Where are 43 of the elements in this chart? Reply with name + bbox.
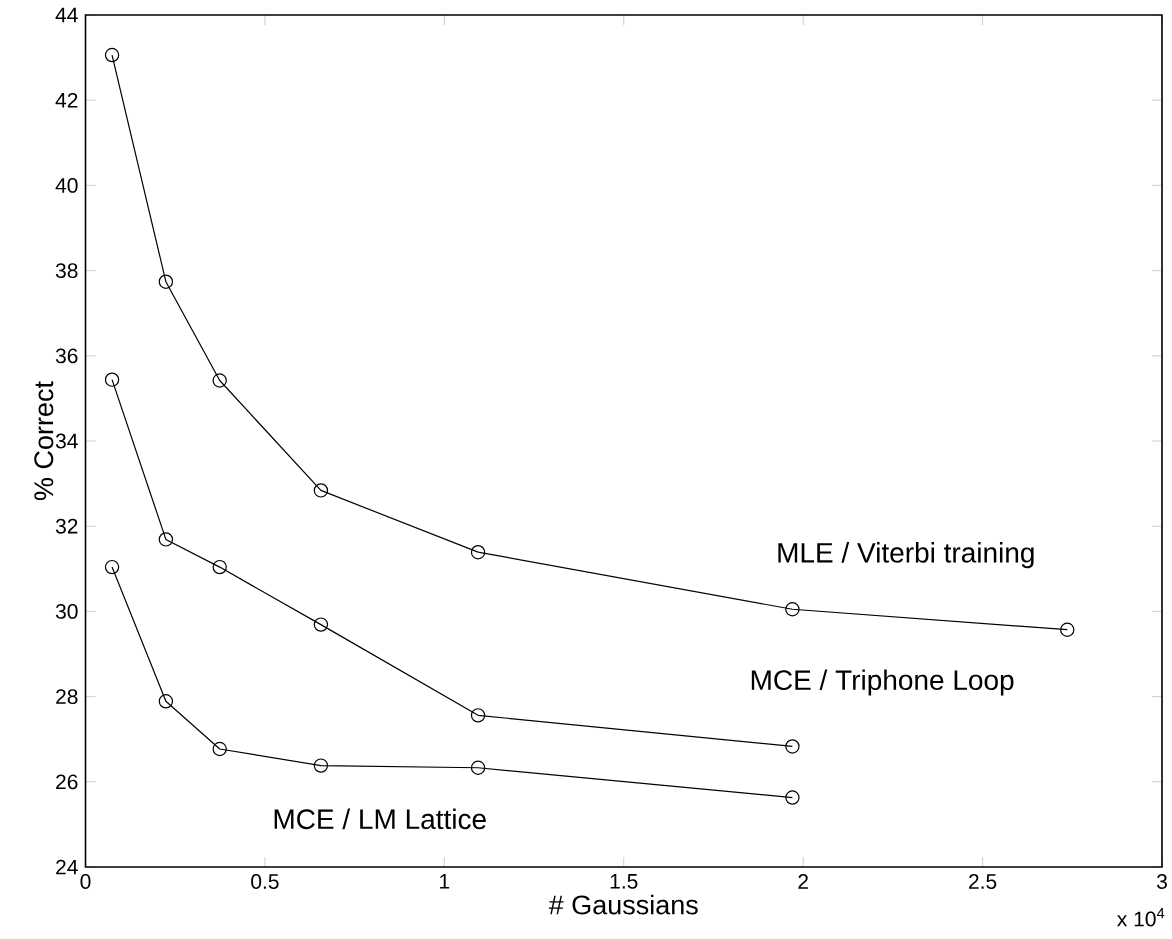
x-tick-label: 1 — [440, 874, 450, 889]
y-tick-label: 36 — [55, 348, 78, 364]
series-label: MLE / Viterbi training — [778, 542, 1034, 569]
point — [1060, 622, 1075, 637]
point — [785, 739, 800, 754]
point — [104, 372, 120, 387]
point — [212, 373, 227, 388]
y-tick-label: 30 — [55, 603, 78, 619]
x-axis-title: # Gaussians — [548, 894, 698, 915]
point — [158, 274, 174, 289]
point — [470, 544, 486, 560]
point — [785, 790, 800, 805]
y-tick-label: 24 — [56, 859, 78, 875]
point — [313, 617, 329, 632]
x-tick-label: 1.5 — [610, 874, 638, 889]
x-tick-label: 2.5 — [969, 874, 997, 889]
y-tick-label: 26 — [56, 774, 78, 790]
point — [470, 760, 486, 775]
point — [104, 559, 120, 575]
y-tick-label: 32 — [55, 518, 78, 534]
y-axis-title: % Correct — [34, 381, 54, 501]
y-tick-label: 28 — [56, 689, 78, 705]
x-tick-label: 2 — [798, 874, 808, 889]
series-label: MCE / LM Lattice — [274, 808, 486, 830]
y-tick-label: 38 — [55, 263, 78, 279]
y-tick-label: 42 — [55, 92, 78, 108]
point — [313, 758, 329, 773]
point — [158, 694, 174, 709]
point — [212, 741, 227, 757]
point — [158, 532, 174, 547]
x-tick-label: 0.5 — [251, 874, 279, 889]
x-tick-label: 3 — [1156, 874, 1167, 889]
text: x 10$^{4}$ — [1117, 908, 1165, 927]
point — [785, 602, 800, 617]
y-tick-label: 34 — [55, 433, 78, 449]
point — [470, 708, 486, 723]
y-tick-label: 44 — [55, 7, 78, 23]
y-tick-label: 40 — [55, 177, 78, 193]
point — [313, 483, 329, 498]
point — [212, 559, 227, 575]
point — [104, 47, 120, 63]
x-tick-label: 0 — [80, 874, 91, 889]
series-label: MCE / Triphone Loop — [751, 669, 1014, 696]
